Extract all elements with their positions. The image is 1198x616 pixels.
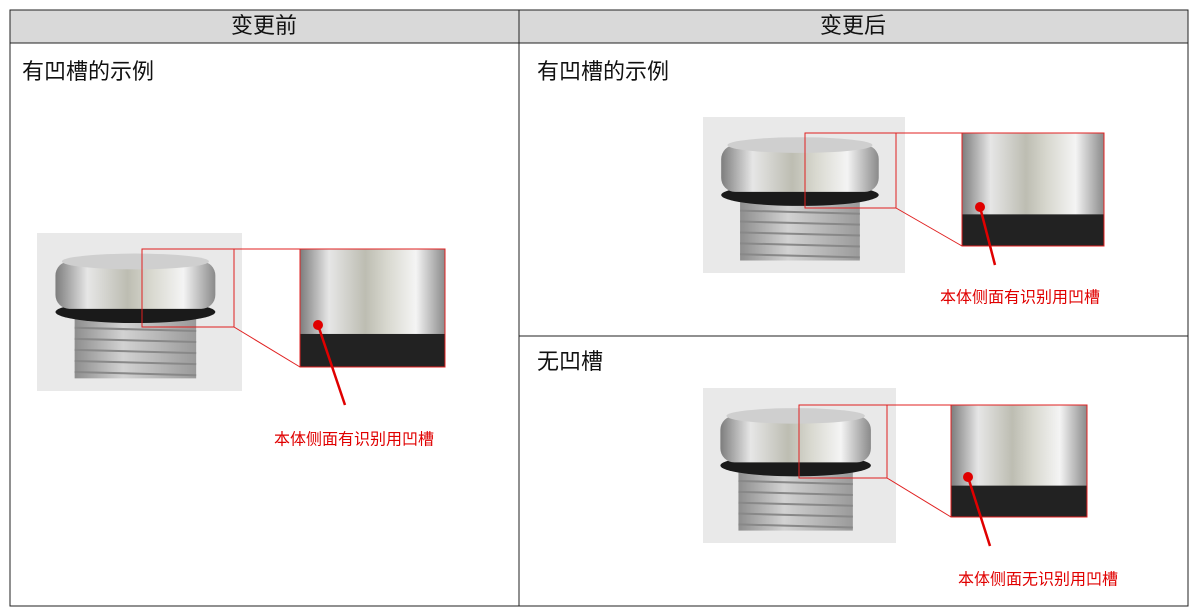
- pointer: [978, 206, 997, 266]
- thread-line: [738, 490, 853, 496]
- cell-title: 有凹槽的示例: [22, 60, 154, 85]
- table-border: [9, 9, 1189, 607]
- thread-line: [74, 348, 197, 355]
- thread-line: [74, 326, 197, 332]
- pointer: [316, 324, 347, 406]
- thread: [738, 465, 853, 531]
- thread-line: [740, 209, 860, 215]
- thread-line: [740, 253, 860, 259]
- callout: 本体侧面有识别用凹槽: [940, 288, 1100, 307]
- callout: 本体侧面有识别用凹槽: [274, 430, 434, 449]
- detail-box: [804, 132, 897, 209]
- pointer: [966, 476, 992, 547]
- cap-top: [61, 253, 209, 270]
- callout: 本体侧面无识别用凹槽: [958, 570, 1118, 589]
- zoom-box: [961, 132, 1105, 247]
- cap-top: [727, 137, 873, 153]
- cell-title: 无凹槽: [537, 350, 603, 375]
- detail-box: [798, 404, 888, 479]
- cap-top: [726, 408, 865, 424]
- thread-line: [740, 231, 860, 237]
- thread-line: [738, 501, 853, 507]
- cap: [721, 145, 879, 192]
- zoom-box: [299, 248, 446, 368]
- pointer-dot: [313, 320, 323, 330]
- thread-line: [738, 512, 853, 518]
- thread-line: [74, 337, 197, 344]
- pointer-dot: [963, 472, 973, 482]
- thread-line: [740, 220, 860, 226]
- pointer-dot: [975, 202, 985, 212]
- cell-title: 有凹槽的示例: [537, 60, 669, 85]
- header-cell: 变更前: [231, 14, 297, 39]
- thread-line: [74, 371, 197, 377]
- cap: [720, 415, 871, 463]
- detail-box: [141, 248, 235, 328]
- zoom-link: [895, 207, 963, 247]
- zoom-box: [950, 404, 1088, 518]
- thread-line: [738, 480, 853, 486]
- zoom-link: [233, 326, 301, 368]
- thread-line: [74, 359, 197, 366]
- header-bg: [10, 10, 1188, 43]
- zoom-link: [886, 477, 952, 518]
- cap: [55, 261, 216, 309]
- header-cell: 变更后: [820, 14, 886, 39]
- thread-line: [740, 242, 860, 248]
- thread-line: [738, 523, 853, 529]
